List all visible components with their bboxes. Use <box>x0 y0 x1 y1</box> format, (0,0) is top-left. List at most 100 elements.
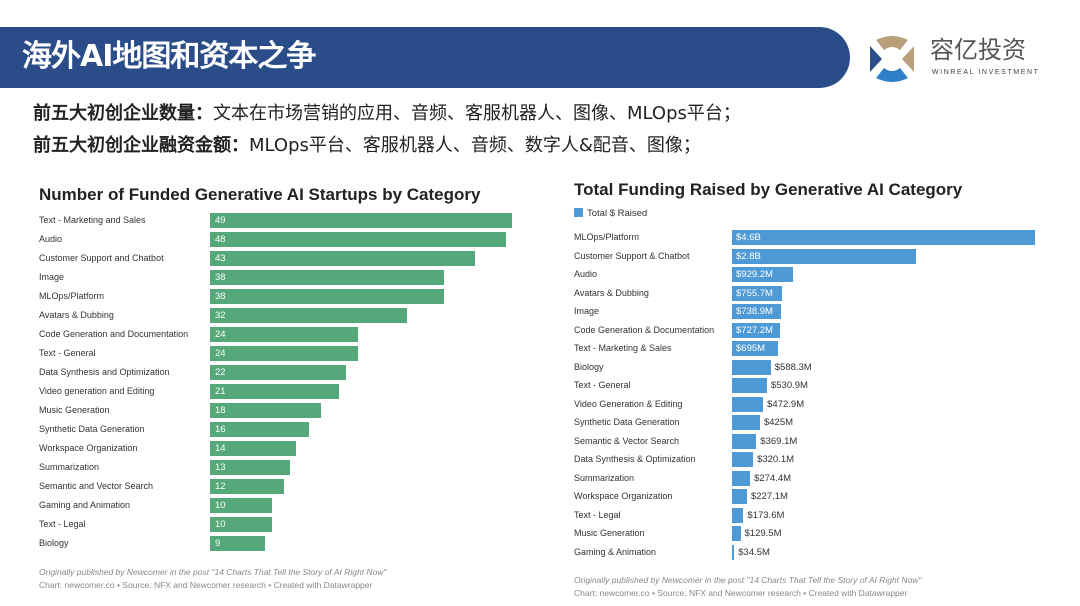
chart-title-left: Number of Funded Generative AI Startups … <box>39 185 481 204</box>
footer-left: Originally published by Newcomer in the … <box>39 567 387 590</box>
value-label: 14 <box>215 443 226 454</box>
category-label: Semantic & Vector Search <box>574 435 680 446</box>
legend-swatch <box>574 208 583 217</box>
value-label: $472.9M <box>767 398 805 410</box>
value-label: 38 <box>215 291 226 302</box>
summary-funding: 前五大初创企业融资金额：MLOps平台、客服机器人、音频、数字人&配音、图像； <box>33 135 701 156</box>
category-label: Summarization <box>574 472 635 483</box>
value-label: $588.3M <box>774 361 812 373</box>
bar <box>732 285 782 301</box>
bar <box>210 365 346 380</box>
value-label: 48 <box>215 234 226 245</box>
value-label: 24 <box>215 329 226 340</box>
bar <box>732 489 747 504</box>
bar <box>732 248 917 264</box>
value-label: $425M <box>763 417 794 428</box>
page-title: 海外AI地图和资本之争 <box>22 39 316 74</box>
category-label: Text - General <box>574 380 631 390</box>
category-label: Audio <box>39 234 63 244</box>
bar <box>210 213 512 228</box>
value-label: 18 <box>215 405 226 416</box>
bar <box>210 479 284 494</box>
category-label: Synthetic Data Generation <box>39 424 145 434</box>
value-label: $2.8B <box>736 250 761 262</box>
value-label: 32 <box>215 310 226 321</box>
bar <box>210 251 476 266</box>
category-label: Gaming & Animation <box>574 546 657 557</box>
category-label: Biology <box>39 538 69 548</box>
value-label: $34.5M <box>738 546 770 558</box>
category-label: Avatars & Dubbing <box>574 287 649 298</box>
category-label: Data Synthesis and Optimization <box>39 367 170 377</box>
bar <box>732 341 778 356</box>
category-label: Video Generation & Editing <box>574 398 683 409</box>
bar <box>732 396 764 412</box>
bar <box>210 517 272 532</box>
bar <box>732 322 780 338</box>
legend: Total $ Raised <box>574 208 647 219</box>
category-label: Video generation and Editing <box>39 386 155 396</box>
category-label: Workspace Organization <box>39 443 138 453</box>
bar <box>732 359 771 375</box>
chart-title-right: Total Funding Raised by Generative AI Ca… <box>574 180 963 199</box>
category-label: Text - General <box>39 348 96 358</box>
bar <box>732 544 735 560</box>
bar <box>210 232 506 247</box>
value-label: $369.1M <box>760 435 798 447</box>
bar <box>732 378 767 393</box>
category-label: Music Generation <box>39 405 110 415</box>
summary-count: 前五大初创企业数量：文本在市场营销的应用、音频、客服机器人、图像、MLOps平台… <box>33 103 741 124</box>
logo-text-en: WINREAL INVESTMENT <box>932 69 1040 76</box>
value-label: 38 <box>215 272 226 283</box>
bar <box>732 415 760 430</box>
category-label: Workspace Organization <box>574 491 673 501</box>
bar <box>210 403 321 418</box>
category-label: Text - Marketing and Sales <box>39 215 146 225</box>
value-label: $320.1M <box>757 454 795 465</box>
value-label: 43 <box>215 253 226 264</box>
value-label: $727.2M <box>736 324 773 336</box>
category-label: MLOps/Platform <box>574 232 640 242</box>
bar <box>732 470 751 486</box>
bar <box>210 346 358 361</box>
value-label: 21 <box>215 386 226 397</box>
value-label: 22 <box>215 367 226 378</box>
bar <box>732 507 744 523</box>
value-label: 16 <box>215 424 226 435</box>
bar <box>732 526 741 541</box>
bar <box>210 384 340 399</box>
value-label: $929.2M <box>736 269 773 280</box>
logo-text-cn: 容亿投资 <box>930 36 1026 64</box>
category-label: Music Generation <box>574 528 645 538</box>
category-label: Customer Support and Chatbot <box>39 253 164 263</box>
value-label: 9 <box>215 538 221 549</box>
value-label: $274.4M <box>754 472 792 484</box>
value-label: 10 <box>215 519 226 530</box>
category-label: Text - Legal <box>39 519 86 529</box>
bar <box>210 289 445 304</box>
value-label: $227.1M <box>750 491 788 502</box>
category-label: Gaming and Animation <box>39 500 131 510</box>
category-label: Code Generation and Documentation <box>39 329 189 339</box>
value-label: 49 <box>215 215 226 226</box>
logo-emblem-icon <box>870 36 914 82</box>
title-band: 海外AI地图和资本之争 <box>0 27 850 88</box>
bar <box>732 452 754 467</box>
category-label: Audio <box>574 269 598 279</box>
value-label: $173.6M <box>747 509 785 521</box>
bar <box>210 327 358 342</box>
category-label: Text - Marketing & Sales <box>574 343 672 353</box>
bar <box>210 308 408 323</box>
category-label: Image <box>574 306 600 316</box>
value-label: 12 <box>215 481 226 492</box>
bar <box>732 267 794 282</box>
category-label: Text - Legal <box>574 509 621 520</box>
bar <box>210 460 291 475</box>
value-label: $129.5M <box>744 528 782 539</box>
footer-right: Originally published by Newcomer in the … <box>574 575 922 598</box>
value-label: $755.7M <box>736 287 773 299</box>
company-logo: 容亿投资 WINREAL INVESTMENT <box>866 34 1056 84</box>
category-label: Code Generation & Documentation <box>574 324 715 335</box>
category-label: Biology <box>574 361 604 372</box>
bar <box>732 304 781 319</box>
